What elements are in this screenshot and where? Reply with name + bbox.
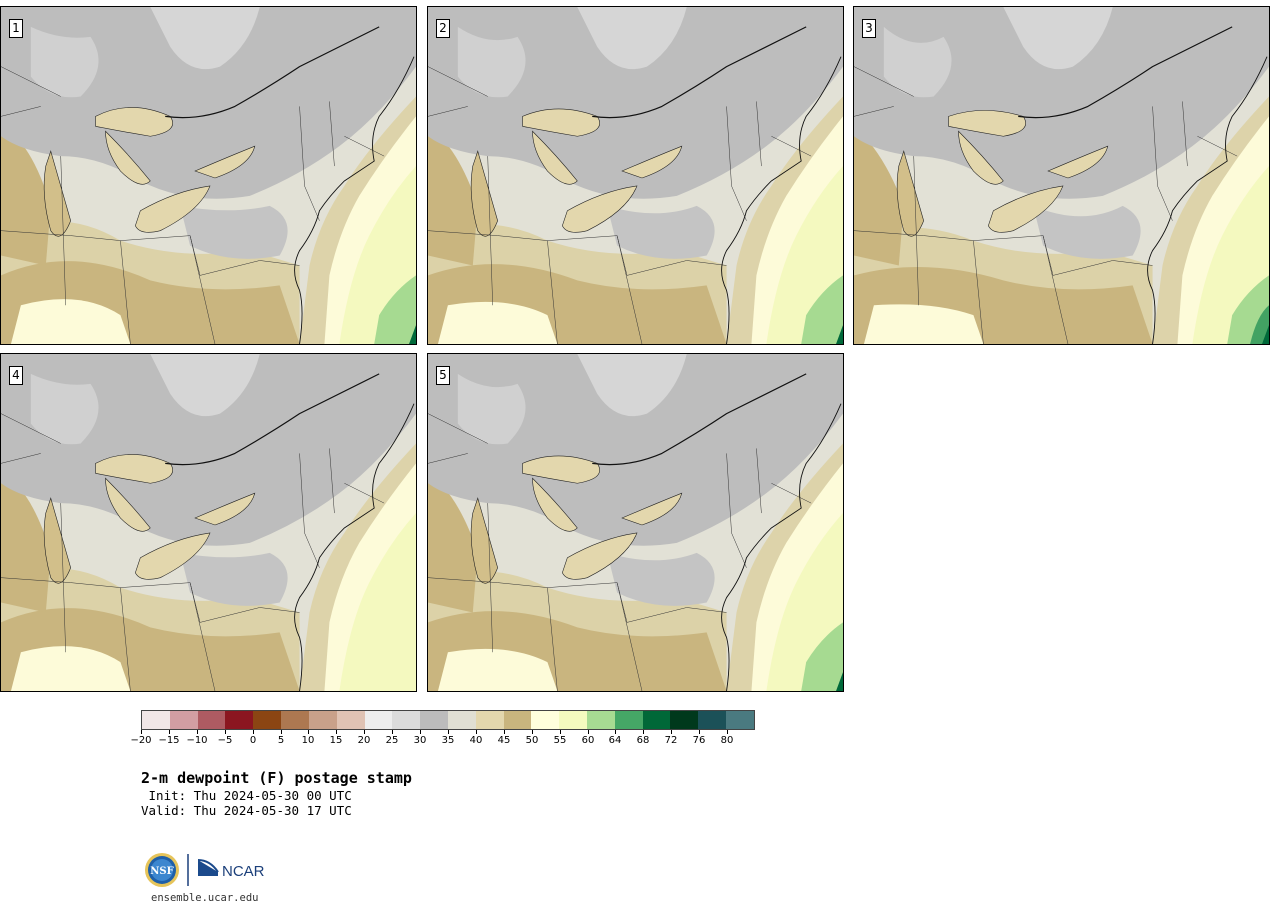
website-link[interactable]: ensemble.ucar.edu xyxy=(151,892,259,904)
colorbar-tick-label: 80 xyxy=(720,735,734,746)
colorbar xyxy=(141,710,755,730)
colorbar-swatch xyxy=(308,711,337,729)
colorbar-swatch xyxy=(587,711,615,729)
colorbar-tick-label: −20 xyxy=(130,735,152,746)
colorbar-tick-label: 30 xyxy=(413,735,427,746)
colorbar-swatch xyxy=(225,711,254,729)
colorbar-tick-label: 45 xyxy=(497,735,511,746)
init-time: Init: Thu 2024-05-30 00 UTC xyxy=(141,788,352,803)
colorbar-tick-label: 72 xyxy=(664,735,678,746)
colorbar-tick xyxy=(392,730,393,734)
colorbar-tick xyxy=(253,730,254,734)
colorbar-tick xyxy=(504,730,505,734)
colorbar-swatch xyxy=(142,711,170,729)
colorbar-swatch xyxy=(364,711,393,729)
colorbar-tick xyxy=(169,730,170,734)
colorbar-swatch xyxy=(392,711,421,729)
colorbar-swatch xyxy=(670,711,699,729)
colorbar-tick-label: 15 xyxy=(329,735,343,746)
colorbar-tick xyxy=(643,730,644,734)
colorbar-tick-label: 25 xyxy=(385,735,399,746)
colorbar-tick xyxy=(532,730,533,734)
colorbar-tick-label: −10 xyxy=(186,735,208,746)
ensemble-member-panel-3: 3 xyxy=(853,6,1270,345)
ensemble-member-panel-1: 1 xyxy=(0,6,417,345)
colorbar-tick xyxy=(615,730,616,734)
colorbar-tick xyxy=(197,730,198,734)
ensemble-member-panel-5: 5 xyxy=(427,353,844,692)
member-number-label: 3 xyxy=(862,19,876,38)
colorbar-swatch xyxy=(336,711,365,729)
colorbar-tick-label: 68 xyxy=(636,735,650,746)
dewpoint-map xyxy=(428,7,843,344)
colorbar-tick xyxy=(308,730,309,734)
colorbar-tick xyxy=(671,730,672,734)
svg-text:NCAR: NCAR xyxy=(222,863,265,880)
colorbar-swatch xyxy=(559,711,587,729)
colorbar-swatch xyxy=(531,711,560,729)
colorbar-tick-label: 60 xyxy=(581,735,595,746)
colorbar-swatch xyxy=(447,711,476,729)
ensemble-member-panel-4: 4 xyxy=(0,353,417,692)
member-number-label: 5 xyxy=(436,366,450,385)
colorbar-tick xyxy=(281,730,282,734)
svg-text:NSF: NSF xyxy=(150,866,173,877)
colorbar-ticks: −20 −15 −10 −5 0 5 10 15 20 25 30 35 40 45 50 55 60 64 68 7… xyxy=(130,730,755,750)
colorbar-tick xyxy=(364,730,365,734)
colorbar-swatch xyxy=(698,711,727,729)
colorbar-swatch xyxy=(197,711,226,729)
colorbar-swatch xyxy=(642,711,671,729)
dewpoint-map xyxy=(854,7,1269,344)
colorbar-tick-label: 40 xyxy=(469,735,483,746)
dewpoint-map xyxy=(428,354,843,691)
colorbar-tick xyxy=(448,730,449,734)
colorbar-tick-label: −15 xyxy=(158,735,180,746)
plot-title: 2-m dewpoint (F) postage stamp xyxy=(141,769,412,787)
dewpoint-map xyxy=(1,7,416,344)
valid-time: Valid: Thu 2024-05-30 17 UTC xyxy=(141,803,352,818)
member-number-label: 2 xyxy=(436,19,450,38)
colorbar-tick-label: −5 xyxy=(217,735,233,746)
colorbar-swatch xyxy=(726,711,754,729)
nsf-ncar-logo: NSF NCAR xyxy=(144,852,274,888)
colorbar-tick xyxy=(476,730,477,734)
dewpoint-map xyxy=(1,354,416,691)
colorbar-tick-label: 50 xyxy=(525,735,539,746)
colorbar-swatch xyxy=(503,711,532,729)
member-number-label: 1 xyxy=(9,19,23,38)
colorbar-tick-label: 0 xyxy=(249,735,257,746)
colorbar-tick xyxy=(727,730,728,734)
ensemble-member-panel-2: 2 xyxy=(427,6,844,345)
colorbar-swatch xyxy=(253,711,282,729)
colorbar-tick xyxy=(699,730,700,734)
colorbar-tick-label: 35 xyxy=(441,735,455,746)
colorbar-tick xyxy=(420,730,421,734)
colorbar-tick xyxy=(336,730,337,734)
colorbar-tick xyxy=(141,730,142,734)
colorbar-tick-label: 10 xyxy=(301,735,315,746)
colorbar-swatch xyxy=(420,711,448,729)
colorbar-swatch xyxy=(614,711,643,729)
colorbar-tick xyxy=(560,730,561,734)
colorbar-swatch xyxy=(169,711,198,729)
colorbar-tick-label: 55 xyxy=(553,735,567,746)
member-number-label: 4 xyxy=(9,366,23,385)
colorbar-swatch xyxy=(475,711,504,729)
colorbar-tick-label: 20 xyxy=(357,735,371,746)
ncar-logo-icon: NCAR xyxy=(197,859,265,880)
colorbar-tick-label: 5 xyxy=(277,735,285,746)
colorbar-tick xyxy=(588,730,589,734)
nsf-seal-icon: NSF xyxy=(145,853,179,887)
colorbar-tick-label: 76 xyxy=(692,735,706,746)
colorbar-tick-label: 64 xyxy=(608,735,622,746)
colorbar-swatch xyxy=(281,711,309,729)
colorbar-tick xyxy=(225,730,226,734)
